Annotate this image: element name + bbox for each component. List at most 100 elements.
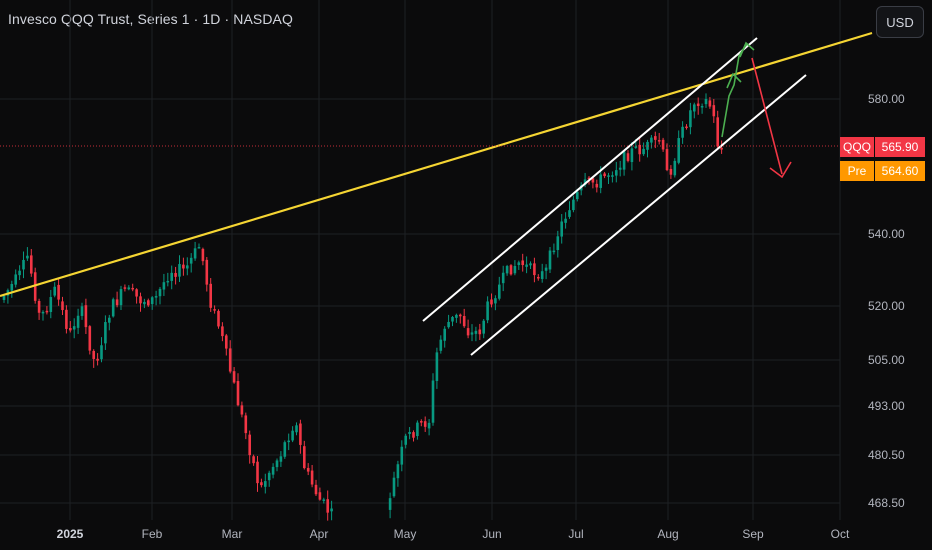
candle-body bbox=[459, 314, 462, 317]
candle-body bbox=[642, 148, 645, 155]
candle-body bbox=[170, 272, 173, 281]
y-tick-label: 505.00 bbox=[868, 353, 905, 367]
candle-body bbox=[533, 263, 536, 276]
candle-body bbox=[96, 358, 99, 361]
candle-body bbox=[303, 446, 306, 469]
candle-body bbox=[37, 300, 41, 313]
price-badge-value-bg bbox=[875, 161, 925, 181]
y-tick-label: 580.00 bbox=[868, 92, 905, 106]
x-tick-label: Apr bbox=[310, 527, 329, 541]
candle-body bbox=[720, 147, 723, 150]
candle-body bbox=[65, 309, 68, 329]
candle-body bbox=[638, 144, 641, 155]
candle-body bbox=[322, 499, 326, 501]
candle-body bbox=[544, 267, 548, 271]
candle-body bbox=[318, 492, 322, 500]
candle-body bbox=[470, 332, 474, 335]
candle-body bbox=[657, 140, 661, 142]
candle-body bbox=[84, 305, 88, 328]
x-tick-label: Jul bbox=[568, 527, 583, 541]
axes: 580.00 540.00 520.00 505.00 493.00 480.50 468.… bbox=[57, 92, 905, 541]
candle-body bbox=[447, 321, 450, 328]
candle-body bbox=[240, 405, 244, 415]
candle-body bbox=[716, 117, 719, 147]
channel-upper-line bbox=[422, 37, 758, 322]
candle-body bbox=[560, 221, 563, 237]
candle-body bbox=[310, 470, 314, 485]
candle-body bbox=[564, 218, 567, 223]
candle-body bbox=[677, 138, 680, 163]
candle-body bbox=[509, 265, 513, 275]
price-badge-name: Pre bbox=[848, 164, 867, 178]
candle-body bbox=[595, 183, 599, 188]
x-tick-label: Jun bbox=[482, 527, 501, 541]
candle-body bbox=[295, 425, 298, 433]
candle-body bbox=[568, 210, 571, 217]
candle-body bbox=[221, 326, 224, 337]
candle-body bbox=[111, 299, 115, 317]
chart-grid bbox=[0, 0, 841, 520]
candle-body bbox=[267, 472, 271, 481]
channel-lower-line bbox=[470, 74, 807, 356]
y-tick-label: 480.50 bbox=[868, 448, 905, 462]
candle-body bbox=[696, 103, 700, 107]
candle-body bbox=[178, 264, 181, 277]
candle-body bbox=[583, 179, 587, 185]
candle-body bbox=[435, 352, 439, 381]
candle-body bbox=[443, 328, 446, 341]
candle-body bbox=[330, 508, 333, 512]
candle-body bbox=[685, 126, 688, 129]
candle-body bbox=[127, 287, 131, 290]
candle-body bbox=[669, 168, 673, 175]
x-tick-label: Sep bbox=[742, 527, 764, 541]
candle-body bbox=[540, 271, 544, 279]
candle-body bbox=[88, 326, 92, 351]
candle-body bbox=[556, 236, 560, 251]
price-badge-value: 564.60 bbox=[882, 164, 919, 178]
candle-body bbox=[2, 295, 6, 300]
candle-body bbox=[291, 430, 294, 441]
currency-button[interactable]: USD bbox=[876, 6, 924, 38]
candle-body bbox=[490, 299, 493, 305]
red-arrow-down bbox=[751, 57, 792, 179]
candle-body bbox=[650, 137, 653, 143]
candle-body bbox=[228, 348, 232, 372]
candle-body bbox=[248, 434, 251, 456]
price-badge-name-bg bbox=[840, 137, 874, 157]
chart-title: Invesco QQQ Trust, Series 1 · 1D · NASDA… bbox=[8, 11, 293, 27]
candle-body bbox=[260, 482, 263, 486]
candle-body bbox=[634, 146, 638, 148]
candle-body bbox=[131, 287, 134, 290]
candle-body bbox=[252, 456, 255, 464]
candle-body bbox=[654, 136, 657, 140]
candle-body bbox=[455, 314, 458, 318]
candle-body bbox=[693, 104, 696, 112]
candle-body bbox=[572, 199, 575, 211]
candle-body bbox=[451, 316, 454, 322]
candle-body bbox=[41, 311, 45, 314]
candle-body bbox=[225, 335, 228, 349]
candle-body bbox=[150, 297, 154, 305]
x-tick-label: Mar bbox=[222, 527, 243, 541]
candle-body bbox=[201, 248, 205, 262]
candle-body bbox=[494, 298, 497, 304]
y-tick-label: 520.00 bbox=[868, 299, 905, 313]
candle-body bbox=[69, 327, 72, 331]
candle-body bbox=[587, 177, 591, 180]
x-tick-label: Oct bbox=[831, 527, 850, 541]
candle-body bbox=[712, 105, 716, 117]
candle-body bbox=[139, 296, 142, 304]
x-tick-label: 2025 bbox=[57, 527, 84, 541]
candle-body bbox=[162, 282, 166, 290]
candle-body bbox=[76, 315, 80, 328]
candle-body bbox=[18, 270, 21, 276]
candle-body bbox=[189, 257, 193, 264]
x-tick-label: Feb bbox=[142, 527, 163, 541]
candle-body bbox=[681, 126, 684, 138]
candle-body bbox=[49, 297, 53, 312]
candle-body bbox=[80, 306, 84, 316]
candle-body bbox=[174, 273, 177, 277]
candle-body bbox=[264, 481, 267, 487]
candle-body bbox=[22, 259, 25, 270]
